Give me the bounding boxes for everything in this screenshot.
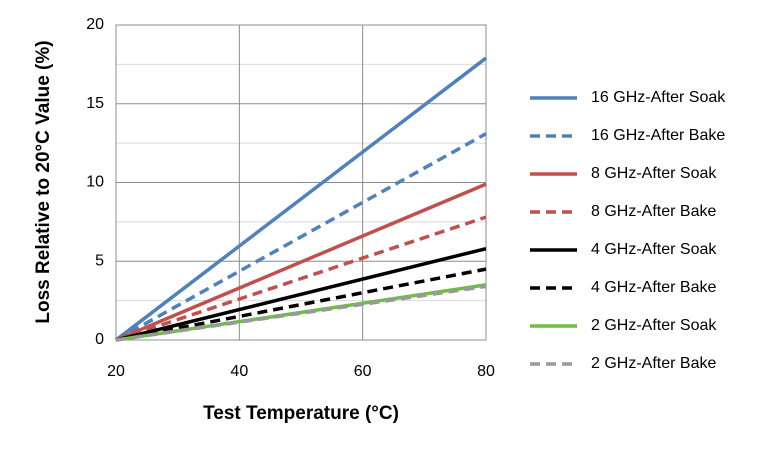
series-line (115, 182, 487, 342)
series-line (115, 267, 487, 342)
y-tick-label: 15 (86, 95, 104, 112)
series-line (115, 284, 487, 342)
x-tick-label: 40 (230, 363, 248, 380)
y-tick-label: 20 (86, 16, 104, 33)
legend-label: 16 GHz-After Bake (591, 127, 725, 144)
y-axis-label: Loss Relative to 20°C Value (%) (33, 40, 54, 323)
x-tick-label: 20 (107, 363, 125, 380)
y-tick-label: 10 (86, 174, 104, 191)
legend-label: 16 GHz-After Soak (591, 89, 726, 106)
series-line (115, 246, 487, 342)
series-line (115, 132, 487, 342)
plot-frame (115, 24, 487, 341)
x-tick-label: 80 (477, 363, 495, 380)
legend-label: 4 GHz-After Soak (591, 241, 717, 258)
legend-label: 2 GHz-After Bake (591, 355, 716, 372)
y-tick-label: 5 (95, 252, 104, 269)
y-tick-label: 0 (95, 331, 104, 348)
legend-label: 4 GHz-After Bake (591, 279, 716, 296)
legend-label: 2 GHz-After Soak (591, 317, 717, 334)
x-tick-label: 60 (354, 363, 372, 380)
x-axis-label: Test Temperature (°C) (203, 403, 399, 424)
series-line (115, 215, 487, 342)
legend-label: 8 GHz-After Bake (591, 203, 716, 220)
legend-label: 8 GHz-After Soak (591, 165, 717, 182)
series-line (114, 56, 488, 342)
